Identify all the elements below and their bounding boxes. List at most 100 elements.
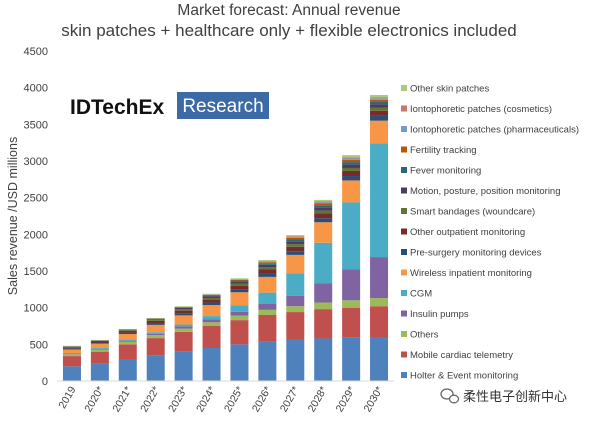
wechat-icon (440, 388, 460, 404)
bar-segment-insulin-pumps (90, 348, 109, 350)
bar-segment-iontophoretic-patches-cosmetics (286, 236, 305, 238)
bar-segment-cgm (370, 143, 389, 258)
legend-label: Other skin patches (410, 83, 489, 94)
bar-segment-other-outpatient-monitoring (62, 347, 81, 349)
bar-segment-others (90, 349, 109, 352)
bar-segment-others (286, 306, 305, 313)
bar-segment-pre-surgery-monitoring-devices (314, 218, 333, 223)
bar-segment-mobile-cardiac-telemetry (314, 309, 333, 339)
bar-segment-insulin-pumps (118, 340, 137, 342)
bar-segment-other-outpatient-monitoring (258, 269, 277, 274)
bar-segment-other-outpatient-monitoring (174, 310, 193, 314)
bar-segment-pre-surgery-monitoring-devices (90, 342, 109, 344)
logo-division-text: Research (182, 96, 263, 117)
bar-segment-cgm (174, 324, 193, 327)
bar-segment-mobile-cardiac-telemetry (230, 320, 249, 345)
bar-segment-mobile-cardiac-telemetry (174, 331, 193, 352)
bar-segment-other-skin-patches (174, 306, 193, 307)
bar-segment-iontophoretic-patches-cosmetics (258, 261, 277, 262)
legend-label: Iontophoretic patches (cosmetics) (410, 104, 552, 115)
bar-segment-other-outpatient-monitoring (370, 110, 389, 116)
bar-segment-pre-surgery-monitoring-devices (258, 273, 277, 277)
bar-segment-iontophoretic-patches-pharmaceuticals (258, 261, 277, 263)
bar-segment-holter-event-monitoring (342, 337, 361, 381)
bar-segment-smart-bandages-woundcare (202, 297, 221, 300)
y-axis-label: Sales revenue /USD millions (6, 137, 20, 295)
bar-segment-pre-surgery-monitoring-devices (370, 115, 389, 121)
bar-segment-fever-monitoring (202, 295, 221, 297)
legend-swatch (401, 331, 407, 337)
legend-swatch (401, 310, 407, 317)
bar-segment-other-outpatient-monitoring (286, 246, 305, 252)
bar-segment-insulin-pumps (230, 311, 249, 316)
bar-segment-motion-posture-position-monitoring (146, 319, 165, 320)
bar-segment-other-outpatient-monitoring (230, 285, 249, 290)
bar-segment-pre-surgery-monitoring-devices (230, 289, 249, 293)
legend-label: Iontophoretic patches (pharmaceuticals) (410, 124, 579, 135)
bar-segment-fertility-tracking (230, 279, 249, 281)
bar-segment-cgm (146, 332, 165, 334)
bar-segment-iontophoretic-patches-pharmaceuticals (370, 98, 389, 100)
legend-swatch (401, 351, 407, 358)
bar-segment-others (314, 302, 333, 310)
bar-segment-smart-bandages-woundcare (286, 244, 305, 247)
bar-segment-holter-event-monitoring (202, 348, 221, 381)
bar-segment-pre-surgery-monitoring-devices (202, 302, 221, 306)
bar-segment-smart-bandages-woundcare (342, 167, 361, 171)
bar-segment-iontophoretic-patches-pharmaceuticals (286, 237, 305, 238)
y-tick-label: 1500 (24, 266, 48, 278)
y-tick-label: 3000 (24, 156, 48, 168)
bar-segment-motion-posture-position-monitoring (286, 241, 305, 245)
y-tick-label: 1000 (24, 303, 48, 315)
legend-label: Motion, posture, position monitoring (410, 186, 561, 197)
bar-segment-holter-event-monitoring (62, 366, 81, 381)
bar-segment-motion-posture-position-monitoring (370, 104, 389, 108)
bar-segment-wireless-inpatient-monitoring (370, 120, 389, 144)
idtechex-logo: IDTechEx Research (70, 92, 269, 119)
bar-segment-mobile-cardiac-telemetry (62, 356, 81, 367)
bar-segment-motion-posture-position-monitoring (202, 296, 221, 298)
bar-segment-pre-surgery-monitoring-devices (342, 176, 361, 181)
bar-segment-mobile-cardiac-telemetry (258, 315, 277, 342)
wechat-icon-bubble-small (448, 394, 460, 404)
y-tick-label: 500 (30, 339, 48, 351)
bar-segment-smart-bandages-woundcare (258, 267, 277, 270)
bar-segment-others (174, 328, 193, 332)
bar-segment-fever-monitoring (342, 162, 361, 165)
bar-segment-motion-posture-position-monitoring (230, 281, 249, 284)
legend-label: Others (410, 329, 439, 340)
bar-segment-mobile-cardiac-telemetry (342, 307, 361, 338)
bar-segment-cgm (342, 202, 361, 270)
bar-segment-other-outpatient-monitoring (146, 320, 165, 324)
bar-segment-other-outpatient-monitoring (118, 330, 137, 333)
bar-segment-holter-event-monitoring (230, 344, 249, 381)
bar-segment-mobile-cardiac-telemetry (146, 338, 165, 356)
bar-segment-smart-bandages-woundcare (370, 107, 389, 111)
bar-segment-insulin-pumps (146, 333, 165, 336)
bar-segment-insulin-pumps (62, 353, 81, 355)
bar-segment-motion-posture-position-monitoring (174, 307, 193, 310)
bar-segment-wireless-inpatient-monitoring (342, 180, 361, 203)
bar-segment-others (230, 315, 249, 321)
bar-segment-motion-posture-position-monitoring (314, 207, 333, 211)
bar-segment-other-skin-patches (62, 345, 81, 347)
chart-title: Market forecast: Annual revenue (177, 2, 400, 19)
bar-segment-smart-bandages-woundcare (174, 309, 193, 311)
y-tick-label: 2500 (24, 193, 48, 205)
bar-segment-others (202, 322, 221, 326)
legend-label: Other outpatient monitoring (410, 227, 525, 238)
bar-segment-pre-surgery-monitoring-devices (146, 323, 165, 325)
bar-segment-fertility-tracking (286, 238, 305, 240)
bar-segment-mobile-cardiac-telemetry (286, 312, 305, 340)
y-axis-ticks: 0 500 1000 1500 2000 2500 3000 3500 4000 4500 (24, 46, 48, 388)
bar-segment-iontophoretic-patches-pharmaceuticals (342, 158, 361, 160)
bar-segment-others (258, 309, 277, 315)
y-tick-label: 3500 (24, 119, 48, 131)
legend-swatch (401, 167, 407, 173)
bar-segment-fever-monitoring (258, 263, 277, 265)
bar-segment-smart-bandages-woundcare (118, 330, 137, 331)
bar-segment-holter-event-monitoring (118, 359, 137, 381)
bar-segment-iontophoretic-patches-cosmetics (314, 201, 333, 203)
bar-segment-holter-event-monitoring (370, 337, 389, 381)
